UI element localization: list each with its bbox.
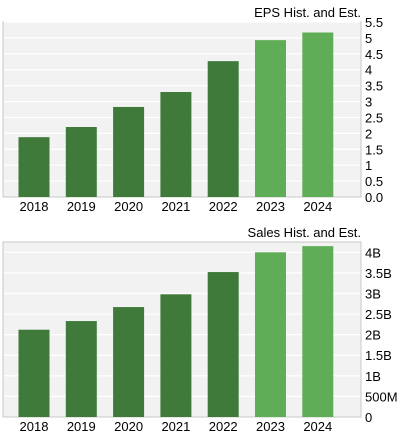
eps-bar-historical bbox=[65, 127, 97, 197]
sales-bar-historical bbox=[113, 307, 145, 417]
sales-y-tick-label: 1.5B bbox=[365, 348, 392, 363]
eps-chart: EPS Hist. and Est. 0.00.511.522.533.544.5… bbox=[2, 5, 383, 214]
eps-y-tick-label: 5.5 bbox=[365, 15, 383, 30]
eps-chart-title: EPS Hist. and Est. bbox=[254, 5, 361, 20]
eps-bar-historical bbox=[207, 61, 239, 197]
eps-bar-historical bbox=[160, 92, 192, 197]
sales-y-tick-label: 4B bbox=[365, 245, 381, 260]
eps-y-tick-label: 5 bbox=[365, 31, 372, 46]
sales-y-tick-label: 500M bbox=[365, 389, 398, 404]
sales-x-tick-label: 2023 bbox=[256, 419, 285, 434]
sales-bar-historical bbox=[18, 329, 50, 417]
sales-chart-title: Sales Hist. and Est. bbox=[248, 225, 361, 240]
eps-x-tick-label: 2020 bbox=[114, 199, 143, 214]
sales-x-tick-label: 2021 bbox=[161, 419, 190, 434]
sales-x-tick-label: 2019 bbox=[67, 419, 96, 434]
eps-y-tick-label: 0.0 bbox=[365, 190, 383, 205]
eps-y-tick-label: 2.5 bbox=[365, 110, 383, 125]
eps-y-tick-label: 4.5 bbox=[365, 47, 383, 62]
sales-bar-estimate bbox=[302, 246, 334, 417]
eps-x-tick-label: 2019 bbox=[67, 199, 96, 214]
sales-x-tick-label: 2024 bbox=[303, 419, 332, 434]
eps-x-tick-label: 2024 bbox=[303, 199, 332, 214]
sales-y-tick-label: 3B bbox=[365, 286, 381, 301]
eps-bar-historical bbox=[18, 137, 50, 197]
eps-y-tick-label: 4 bbox=[365, 63, 372, 78]
sales-y-tick-label: 1B bbox=[365, 369, 381, 384]
sales-bar-historical bbox=[160, 294, 192, 417]
eps-y-tick-label: 2 bbox=[365, 126, 372, 141]
eps-x-tick-label: 2021 bbox=[161, 199, 190, 214]
sales-x-tick-label: 2020 bbox=[114, 419, 143, 434]
sales-x-tick-label: 2018 bbox=[20, 419, 49, 434]
eps-y-tick-label: 3.5 bbox=[365, 79, 383, 94]
sales-chart: Sales Hist. and Est. 0 500M 1B 1.5B 2B 2.5B 3B 3… bbox=[2, 225, 398, 434]
sales-y-tick-label: 2B bbox=[365, 328, 381, 343]
sales-y-tick-label: 0 bbox=[365, 410, 372, 425]
sales-y-tick-label: 3.5B bbox=[365, 266, 392, 281]
eps-y-tick-label: 0.5 bbox=[365, 174, 383, 189]
eps-bar-estimate bbox=[302, 32, 334, 197]
sales-y-tick-label: 2.5B bbox=[365, 307, 392, 322]
eps-bar-estimate bbox=[255, 40, 286, 197]
sales-bar-estimate bbox=[255, 252, 286, 417]
eps-y-tick-label: 1 bbox=[365, 158, 372, 173]
eps-bar-historical bbox=[113, 106, 145, 197]
sales-bar-historical bbox=[65, 321, 97, 417]
eps-x-tick-label: 2022 bbox=[209, 199, 238, 214]
eps-y-tick-label: 1.5 bbox=[365, 142, 383, 157]
eps-y-tick-label: 3 bbox=[365, 95, 372, 110]
sales-bar-historical bbox=[207, 272, 239, 417]
eps-x-tick-label: 2018 bbox=[20, 199, 49, 214]
sales-x-tick-label: 2022 bbox=[209, 419, 238, 434]
eps-x-tick-label: 2023 bbox=[256, 199, 285, 214]
